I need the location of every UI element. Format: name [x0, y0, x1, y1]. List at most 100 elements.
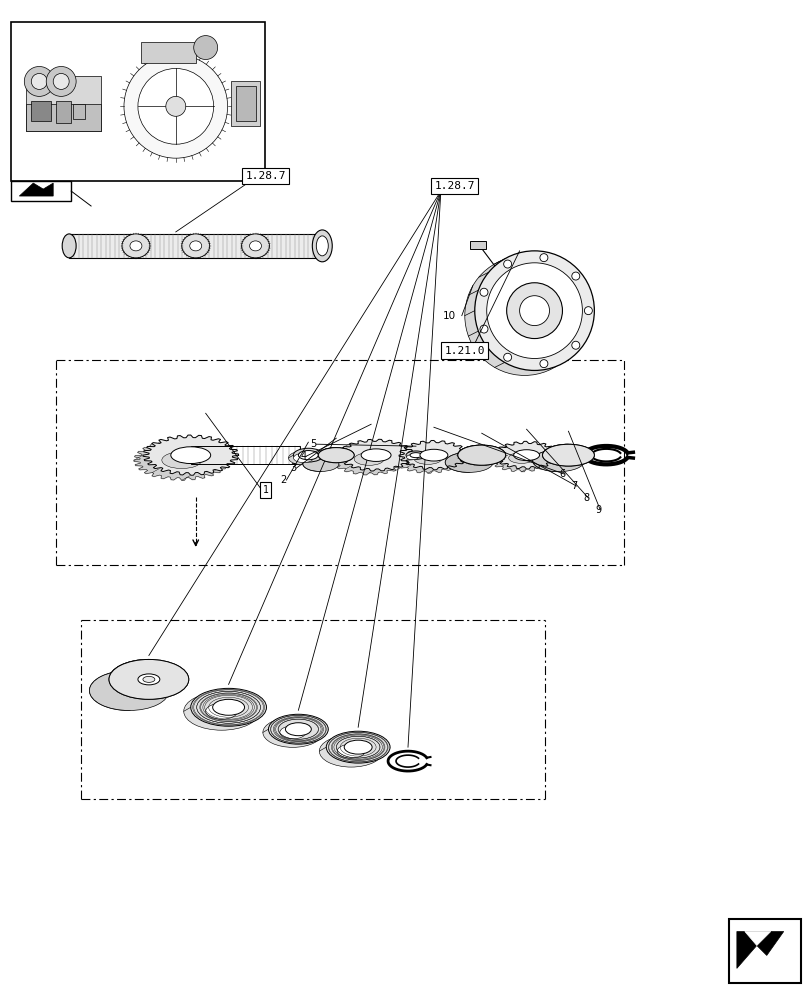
- Ellipse shape: [542, 444, 594, 466]
- Ellipse shape: [249, 241, 261, 251]
- Ellipse shape: [122, 234, 150, 258]
- Text: 2: 2: [280, 475, 286, 485]
- Ellipse shape: [109, 659, 188, 699]
- Ellipse shape: [303, 456, 338, 471]
- Ellipse shape: [191, 688, 266, 726]
- Polygon shape: [89, 659, 148, 710]
- Ellipse shape: [241, 234, 269, 258]
- Circle shape: [54, 73, 69, 89]
- Ellipse shape: [419, 449, 448, 461]
- Ellipse shape: [298, 451, 318, 460]
- Ellipse shape: [444, 452, 492, 472]
- Ellipse shape: [354, 453, 384, 465]
- Bar: [230, 81, 260, 126]
- Circle shape: [32, 73, 47, 89]
- Text: 10: 10: [443, 311, 456, 321]
- Polygon shape: [744, 932, 770, 945]
- Polygon shape: [303, 448, 336, 471]
- Ellipse shape: [183, 692, 260, 730]
- Ellipse shape: [312, 230, 332, 262]
- Ellipse shape: [263, 717, 322, 747]
- Circle shape: [506, 283, 562, 339]
- Bar: [56, 101, 71, 123]
- Ellipse shape: [62, 234, 76, 258]
- Ellipse shape: [170, 447, 210, 464]
- Polygon shape: [338, 439, 414, 471]
- Polygon shape: [143, 435, 238, 475]
- Bar: [73, 104, 85, 119]
- Circle shape: [539, 360, 547, 368]
- Ellipse shape: [414, 453, 441, 464]
- Ellipse shape: [402, 453, 422, 461]
- Polygon shape: [19, 183, 54, 196]
- Ellipse shape: [109, 659, 188, 699]
- Ellipse shape: [406, 451, 426, 459]
- Bar: [235, 86, 255, 121]
- Ellipse shape: [161, 452, 201, 469]
- Polygon shape: [444, 445, 481, 472]
- Polygon shape: [488, 444, 554, 472]
- Ellipse shape: [130, 241, 142, 251]
- Ellipse shape: [182, 234, 209, 258]
- Circle shape: [124, 55, 227, 158]
- Ellipse shape: [344, 740, 371, 754]
- Ellipse shape: [318, 448, 354, 463]
- Circle shape: [474, 251, 594, 370]
- Ellipse shape: [318, 448, 354, 463]
- Bar: [11, 181, 71, 201]
- Ellipse shape: [560, 452, 575, 458]
- Bar: [26, 104, 101, 131]
- Text: 1.28.7: 1.28.7: [245, 171, 285, 181]
- Ellipse shape: [474, 452, 488, 458]
- Text: 1.28.7: 1.28.7: [434, 181, 474, 191]
- Circle shape: [571, 272, 579, 280]
- Text: 4: 4: [300, 451, 306, 461]
- Ellipse shape: [319, 735, 383, 767]
- Ellipse shape: [361, 449, 391, 461]
- Ellipse shape: [457, 445, 505, 465]
- Circle shape: [539, 254, 547, 262]
- Circle shape: [479, 325, 487, 333]
- Text: 6: 6: [559, 469, 565, 479]
- Ellipse shape: [280, 726, 306, 739]
- Ellipse shape: [190, 241, 201, 251]
- Bar: [728, 919, 800, 983]
- Ellipse shape: [542, 444, 594, 466]
- Ellipse shape: [293, 453, 313, 463]
- Bar: [470, 241, 485, 249]
- Circle shape: [46, 66, 76, 96]
- Bar: [32, 101, 51, 121]
- Text: 9: 9: [594, 505, 601, 515]
- Polygon shape: [736, 932, 783, 968]
- Ellipse shape: [288, 451, 318, 465]
- Ellipse shape: [316, 236, 328, 256]
- Ellipse shape: [293, 448, 323, 462]
- Ellipse shape: [532, 450, 584, 472]
- Text: 1.21.0: 1.21.0: [444, 346, 484, 356]
- Ellipse shape: [513, 450, 539, 461]
- Polygon shape: [493, 441, 559, 469]
- Circle shape: [519, 296, 549, 326]
- Bar: [11, 22, 265, 181]
- Circle shape: [503, 353, 511, 361]
- Text: 7: 7: [571, 481, 577, 491]
- Circle shape: [464, 256, 584, 375]
- Ellipse shape: [285, 723, 311, 736]
- Polygon shape: [134, 440, 230, 480]
- Ellipse shape: [212, 699, 244, 715]
- Ellipse shape: [143, 676, 155, 682]
- Circle shape: [584, 307, 592, 315]
- Ellipse shape: [337, 744, 365, 758]
- Circle shape: [571, 341, 579, 349]
- Ellipse shape: [410, 453, 422, 458]
- Circle shape: [165, 96, 186, 116]
- Ellipse shape: [508, 453, 534, 463]
- Circle shape: [486, 263, 581, 358]
- Circle shape: [138, 68, 213, 144]
- Ellipse shape: [138, 674, 160, 685]
- Polygon shape: [331, 443, 406, 475]
- Polygon shape: [393, 444, 462, 473]
- Bar: [26, 76, 101, 131]
- Circle shape: [503, 260, 511, 268]
- Ellipse shape: [268, 714, 328, 744]
